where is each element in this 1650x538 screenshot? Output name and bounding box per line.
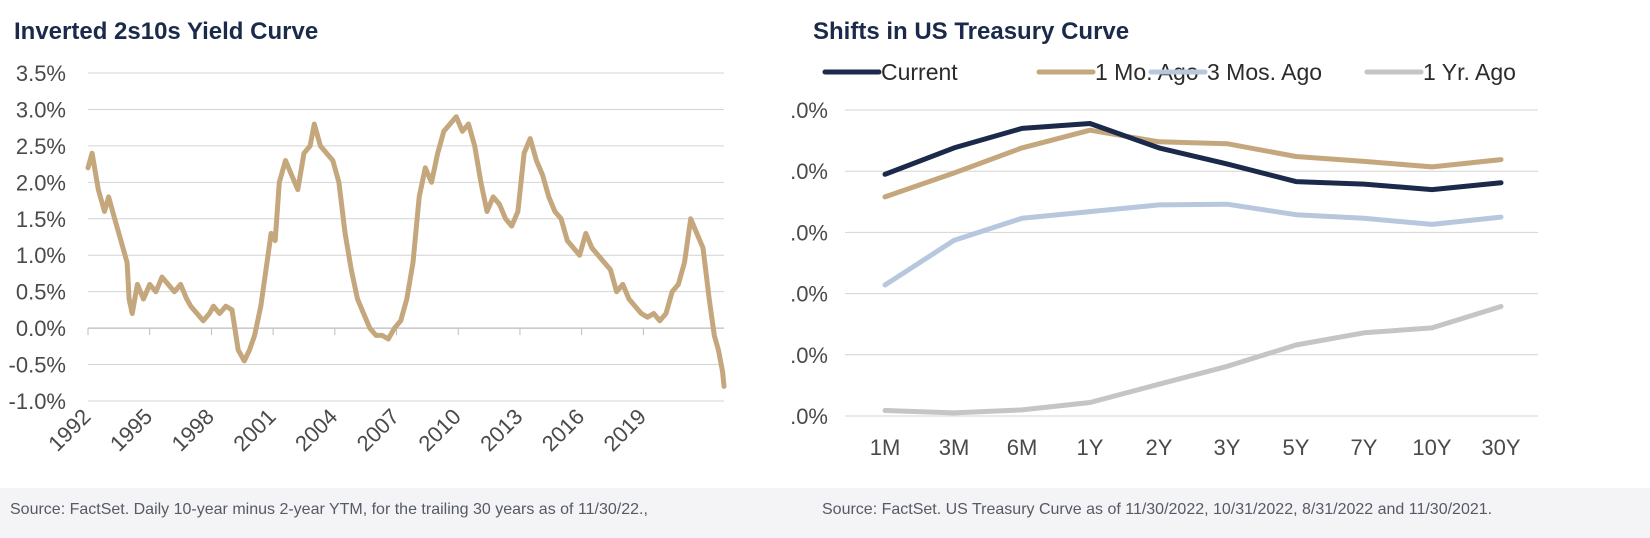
y-tick-label: 1.0% (790, 343, 828, 368)
x-category-label: 2Y (1146, 435, 1173, 460)
x-category-label: 5Y (1283, 435, 1310, 460)
legend-label: 1 Yr. Ago (1423, 59, 1516, 85)
left-source-bar (0, 488, 790, 538)
y-tick-label: 0.0% (16, 316, 66, 341)
yield-spread-chart: 3.5% 3.0% 2.5% 2.0% 1.5% 1.0% 0.5% 0.0% -0.5% -1.… (9, 61, 727, 456)
x-tick-label: 1998 (167, 404, 219, 456)
legend-label: Current (881, 59, 958, 85)
y-tick-label: 2.0% (790, 282, 828, 307)
x-tick-label: 2016 (537, 404, 589, 456)
series-line (882, 201, 1504, 288)
y-tick-label: 3.0% (790, 220, 828, 245)
y-tick-label: 0.0% (790, 404, 828, 429)
y-tick-label: -0.5% (9, 353, 66, 378)
y-tick-label: -1.0% (9, 389, 66, 414)
x-category-label: 3M (939, 435, 970, 460)
series-line (882, 121, 1504, 193)
x-tick-label: 2007 (352, 404, 404, 456)
x-tick-label: 2019 (599, 404, 651, 456)
x-category-label: 10Y (1412, 435, 1451, 460)
right-chart-title: Shifts in US Treasury Curve (813, 18, 1130, 45)
y-tick-label: 5.0% (790, 98, 828, 123)
x-category-label: 3Y (1214, 435, 1241, 460)
legend-label: 3 Mos. Ago (1207, 59, 1322, 85)
y-tick-label: 3.5% (16, 61, 66, 86)
y-tick-label: 1.5% (16, 207, 66, 232)
right-source-bar (790, 488, 1650, 538)
x-category-label: 1M (870, 435, 901, 460)
treasury-curve-chart: 5.0% 4.0% 3.0% 2.0% 1.0% 0.0% 1M 3M 6M 1Y 2Y 3Y 5Y 7Y… (790, 59, 1538, 460)
x-tick-label: 2001 (228, 404, 280, 456)
x-tick-label: 2010 (413, 404, 465, 456)
x-category-label: 30Y (1481, 435, 1520, 460)
yield-spread-panel: Inverted 2s10s Yield Curve 3.5% 3.0% 2.5% 2… (0, 0, 790, 538)
x-tick-label: 2013 (475, 404, 527, 456)
y-tick-label: 1.0% (16, 243, 66, 268)
y-tick-label: 4.0% (790, 159, 828, 184)
x-category-label: 7Y (1351, 435, 1378, 460)
y-tick-label: 0.5% (16, 280, 66, 305)
treasury-curve-panel: Shifts in US Treasury Curve 5.0% 4.0% 3.0%… (790, 0, 1650, 538)
y-tick-label: 2.5% (16, 134, 66, 159)
series-line (882, 304, 1504, 416)
x-tick-label: 2004 (290, 404, 342, 456)
y-tick-label: 3.0% (16, 97, 66, 122)
y-tick-label: 2.0% (16, 170, 66, 195)
x-category-label: 6M (1007, 435, 1038, 460)
yield-spread-line (85, 114, 727, 389)
x-category-label: 1Y (1077, 435, 1104, 460)
right-source-note: Source: FactSet. US Treasury Curve as of… (822, 501, 1493, 518)
x-tick-label: 1995 (105, 404, 157, 456)
series-line (882, 127, 1504, 200)
left-source-note: Source: FactSet. Daily 10-year minus 2-y… (10, 501, 648, 518)
left-chart-title: Inverted 2s10s Yield Curve (14, 18, 319, 45)
